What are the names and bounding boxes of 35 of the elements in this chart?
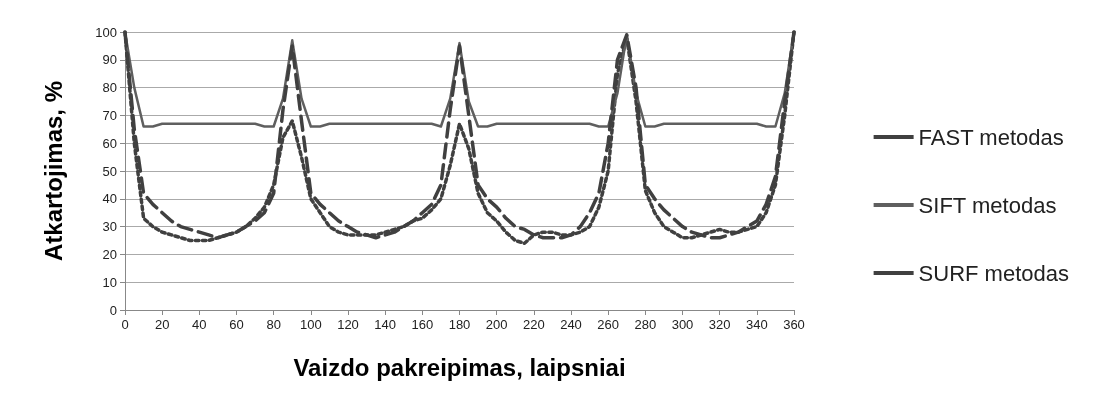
x-tick-label: 300 <box>671 317 694 332</box>
x-tick-label: 120 <box>337 317 359 332</box>
x-tick-label: 280 <box>634 317 657 332</box>
y-tick-label: 90 <box>102 52 117 68</box>
y-tick-label: 30 <box>102 219 117 235</box>
x-tick-label: 100 <box>299 317 322 332</box>
x-tick-label: 320 <box>708 317 731 332</box>
y-tick-label: 80 <box>102 80 117 96</box>
x-tick-label: 340 <box>745 317 768 332</box>
x-tick-label: 200 <box>485 317 508 332</box>
y-tick-label: 0 <box>109 302 117 318</box>
x-tick-label: 80 <box>266 317 281 332</box>
y-tick-label: 20 <box>102 246 117 262</box>
x-tick-label: 260 <box>597 317 620 332</box>
x-tick-label: 20 <box>154 317 170 332</box>
x-tick-label: 0 <box>121 317 129 332</box>
x-tick-label: 240 <box>560 317 582 332</box>
legend-label: SIFT metodas <box>918 192 1057 218</box>
x-tick-label: 180 <box>448 317 471 332</box>
y-tick-label: 100 <box>95 24 117 40</box>
x-axis-title: Vaizdo pakreipimas, laipsniai <box>293 353 626 381</box>
legend-label: SURF metodas <box>918 260 1070 286</box>
y-axis-title: Atkartojimas, % <box>39 80 67 262</box>
x-tick-label: 360 <box>783 317 805 332</box>
legend-label: FAST metodas <box>918 124 1064 150</box>
y-tick-label: 10 <box>102 274 117 290</box>
x-tick-label: 140 <box>374 317 397 332</box>
x-tick-label: 60 <box>229 317 244 332</box>
y-tick-label: 50 <box>102 163 117 179</box>
x-tick-label: 40 <box>192 317 207 332</box>
x-tick-label: 220 <box>522 317 545 332</box>
y-tick-label: 60 <box>102 135 117 151</box>
x-tick-label: 160 <box>411 317 434 332</box>
y-tick-label: 40 <box>102 191 117 207</box>
y-tick-label: 70 <box>102 107 117 123</box>
